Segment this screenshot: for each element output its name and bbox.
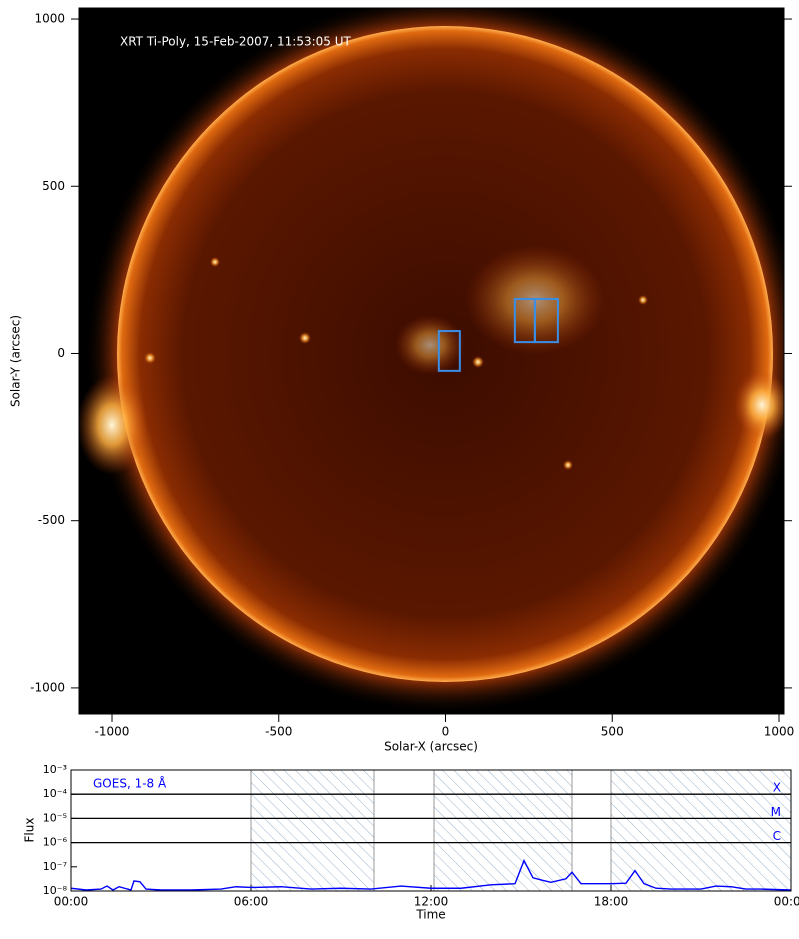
y-tick-label: 10⁻⁷ (43, 860, 67, 873)
x-tick-label: 18:00 (594, 895, 629, 909)
y-tick-label: 500 (42, 179, 65, 193)
bright-point (210, 257, 220, 267)
bright-point (563, 460, 573, 470)
y-axis-label: Solar-Y (arcsec) (9, 315, 23, 407)
class-label: X (773, 781, 781, 795)
y-tick-label: 10⁻³ (43, 763, 67, 776)
bright-point (638, 295, 648, 305)
x-axis-label: Solar-X (arcsec) (384, 740, 478, 754)
class-label: M (771, 805, 781, 819)
y-tick-label: 10⁻⁵ (43, 811, 67, 824)
shaded-period (610, 769, 792, 892)
x-tick-label: 1000 (764, 725, 795, 739)
x-tick-label: 0 (442, 725, 450, 739)
y-tick-label: 0 (57, 346, 65, 360)
image-title: XRT Ti-Poly, 15-Feb-2007, 11:53:05 UT (120, 35, 352, 49)
x-tick-label: -500 (265, 725, 292, 739)
image-frame (78, 7, 785, 715)
y-axis-label: Flux (23, 818, 37, 843)
flux-line (70, 858, 792, 891)
active-region (395, 315, 465, 375)
y-tick-label: 10⁻⁸ (43, 884, 68, 897)
x-axis-label: Time (415, 908, 445, 922)
shaded-period (433, 769, 573, 892)
solar-image (79, 8, 784, 714)
bright-point (472, 356, 484, 368)
annotation: GOES, 1-8 Å (93, 776, 167, 791)
y-tick-label: -500 (38, 513, 65, 527)
x-tick-label: 00:00 (774, 895, 799, 909)
y-tick-label: 10⁻⁴ (43, 787, 68, 800)
x-tick-label: 500 (601, 725, 624, 739)
shaded-period (250, 769, 375, 892)
x-tick-label: 06:00 (234, 895, 269, 909)
bright-point (299, 332, 311, 344)
region-box (533, 297, 559, 344)
bright-limb (734, 370, 784, 440)
region-box (437, 330, 461, 372)
bright-point (144, 352, 156, 364)
x-tick-label: 12:00 (414, 895, 449, 909)
x-tick-label: 00:00 (54, 895, 89, 909)
y-tick-label: 10⁻⁶ (43, 836, 68, 849)
y-tick-label: -1000 (30, 680, 65, 694)
y-tick-label: 1000 (34, 12, 65, 26)
x-tick-label: -1000 (95, 725, 130, 739)
bright-limb (79, 375, 147, 475)
plot-border (70, 769, 792, 892)
class-label: C (773, 829, 781, 843)
